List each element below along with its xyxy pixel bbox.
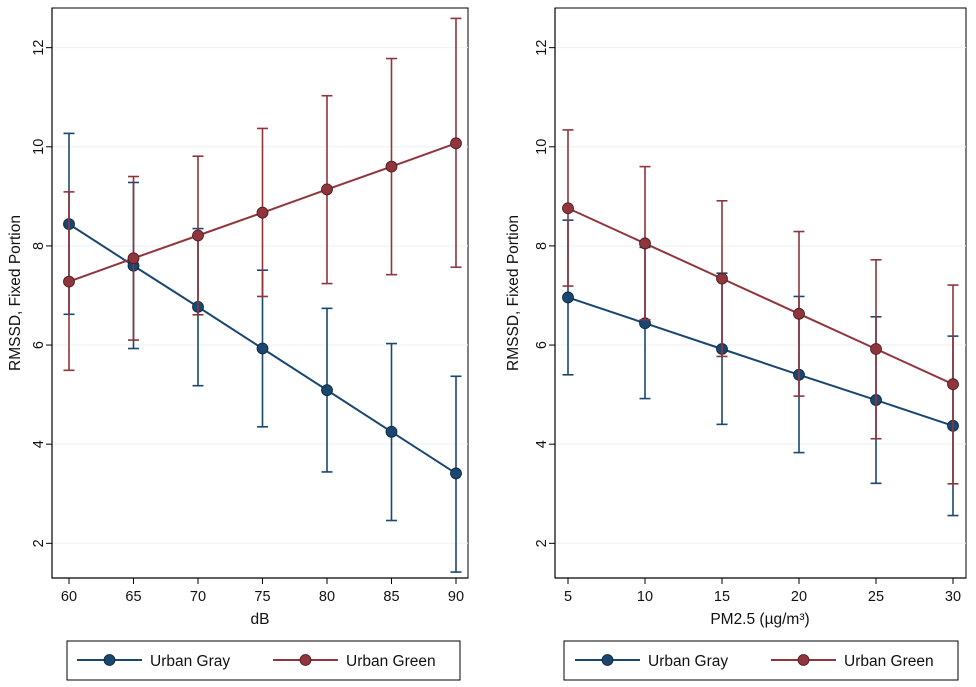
data-point-urban-green <box>793 307 805 320</box>
x-tick-label: 30 <box>945 589 961 605</box>
data-point-urban-green <box>321 183 333 196</box>
data-point-urban-gray <box>562 291 574 304</box>
data-point-urban-green <box>63 275 75 288</box>
y-tick-label: 10 <box>534 139 550 155</box>
x-tick-label: 75 <box>254 589 270 605</box>
x-tick-label: 85 <box>383 589 399 605</box>
data-point-urban-green <box>716 272 728 285</box>
data-point-urban-green <box>450 137 462 150</box>
panel-db: 60 65 70 75 80 85 90 2 4 6 8 10 12 dB RM… <box>7 7 469 681</box>
data-point-urban-green <box>256 206 269 219</box>
y-tick-label: 12 <box>31 40 47 56</box>
x-tick-label: 25 <box>868 589 884 605</box>
legend-marker-urban-green <box>299 654 312 666</box>
x-axis-title: PM2.5 (µg/m³) <box>710 611 809 628</box>
data-point-urban-green <box>192 229 204 242</box>
panel-pm25: 5 10 15 20 25 30 2 4 6 8 10 12 PM2.5 (µg… <box>505 7 967 681</box>
gridlines <box>555 47 966 544</box>
y-tick-label: 8 <box>31 242 47 250</box>
data-point-urban-green <box>562 202 574 215</box>
x-tick-labels: 60 65 70 75 80 85 90 <box>61 589 464 605</box>
series-urban-green <box>63 17 462 372</box>
data-point-urban-green <box>947 378 959 391</box>
data-point-urban-gray <box>450 467 462 480</box>
data-marks <box>562 129 959 517</box>
data-marks <box>63 17 462 573</box>
data-point-urban-gray <box>385 425 398 438</box>
axes: 5 10 15 20 25 30 2 4 6 8 10 12 PM2.5 (µg… <box>505 8 966 628</box>
legend-label-urban-green: Urban Green <box>844 653 934 670</box>
x-tick-label: 20 <box>791 589 807 605</box>
y-tick-label: 12 <box>534 40 550 56</box>
x-tick-label: 90 <box>448 589 464 605</box>
x-axis-title: dB <box>251 611 270 628</box>
y-tick-label: 2 <box>534 539 550 547</box>
y-tick-labels: 2 4 6 8 10 12 <box>534 40 550 548</box>
data-point-urban-green <box>385 160 398 173</box>
y-tick-label: 4 <box>534 440 550 448</box>
data-point-urban-green <box>639 237 651 250</box>
y-tick-label: 6 <box>31 341 47 349</box>
legend-label-urban-green: Urban Green <box>346 653 436 670</box>
x-tick-label: 60 <box>61 589 77 605</box>
legend-marker-urban-green <box>797 654 810 666</box>
series-urban-green <box>562 129 959 485</box>
legend: Urban Gray Urban Green <box>563 640 959 681</box>
y-axis-title: RMSSD, Fixed Portion <box>505 215 522 371</box>
x-tick-label: 70 <box>190 589 206 605</box>
legend-label-urban-gray: Urban Gray <box>648 653 728 670</box>
x-tick-label: 80 <box>319 589 335 605</box>
x-tick-labels: 5 10 15 20 25 30 <box>564 589 961 605</box>
y-axis-title: RMSSD, Fixed Portion <box>7 215 24 371</box>
axes: 60 65 70 75 80 85 90 2 4 6 8 10 12 dB RM… <box>7 8 468 628</box>
y-tick-label: 2 <box>31 539 47 547</box>
data-point-urban-gray <box>321 384 333 397</box>
y-tick-label: 4 <box>31 440 47 448</box>
y-tick-labels: 2 4 6 8 10 12 <box>31 40 47 548</box>
legend-marker-urban-gray <box>601 654 614 666</box>
legend: Urban Gray Urban Green <box>66 640 461 681</box>
gridlines <box>52 47 468 544</box>
legend-label-urban-gray: Urban Gray <box>150 653 230 670</box>
data-point-urban-green <box>127 252 140 265</box>
x-tick-label: 65 <box>125 589 141 605</box>
x-tick-label: 5 <box>564 589 572 605</box>
x-tick-label: 15 <box>714 589 730 605</box>
y-tick-label: 8 <box>534 242 550 250</box>
data-point-urban-gray <box>256 342 269 355</box>
data-point-urban-green <box>870 343 882 355</box>
y-tick-label: 6 <box>534 341 550 349</box>
x-tick-label: 10 <box>637 589 653 605</box>
legend-marker-urban-gray <box>103 654 116 666</box>
series-line-urban-gray <box>567 296 954 427</box>
series-line-urban-green <box>567 207 954 386</box>
y-tick-label: 10 <box>31 139 47 155</box>
